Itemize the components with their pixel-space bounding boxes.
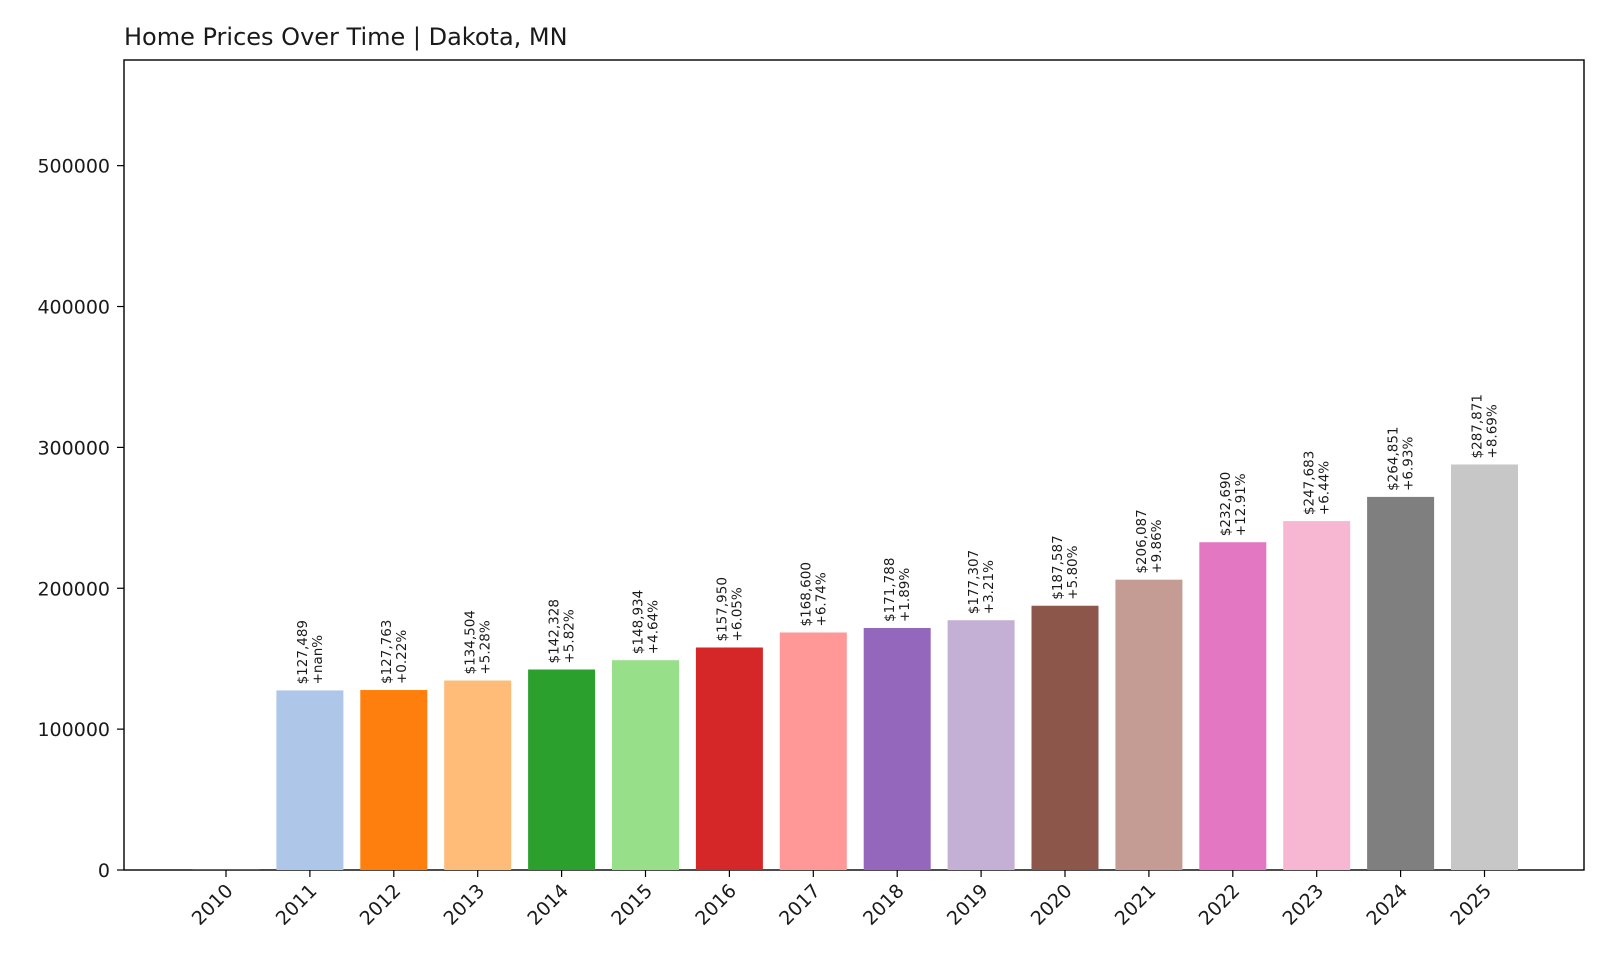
bar-value-label: $127,489: [295, 620, 311, 684]
x-tick-label: 2013: [439, 880, 489, 930]
bar-data-label-2022: $232,690 +12.91%: [1218, 472, 1249, 536]
bar-data-label-2025: $287,871 +8.69%: [1470, 394, 1501, 458]
x-tick-label: 2014: [523, 880, 573, 930]
x-tick-label: 2017: [775, 880, 825, 930]
bar-change-label: +5.80%: [1065, 545, 1081, 599]
bar-value-label: $157,950: [714, 577, 730, 641]
x-tick-label: 2016: [691, 880, 741, 930]
bar-change-label: +6.74%: [813, 572, 829, 626]
bar-value-label: $287,871: [1470, 394, 1486, 458]
bar-data-label-2012: $127,763 +0.22%: [379, 620, 410, 684]
bar-data-label-2023: $247,683 +6.44%: [1302, 451, 1333, 515]
bar-2018: [863, 628, 931, 870]
bar-2025: [1451, 464, 1518, 870]
bar-value-label: $177,307: [966, 550, 982, 614]
bar-data-label-2013: $134,504 +5.28%: [463, 610, 494, 674]
bar-value-label: $206,087: [1134, 509, 1150, 573]
bar-2012: [360, 690, 428, 870]
y-tick-label: 200000: [37, 578, 110, 600]
bar-data-label-2019: $177,307 +3.21%: [966, 550, 997, 614]
bar-2010: [192, 869, 260, 870]
bar-change-label: +5.82%: [562, 609, 578, 663]
x-tick-label: 2020: [1027, 880, 1077, 930]
bar-data-label-2024: $264,851 +6.93%: [1386, 426, 1417, 490]
bar-value-label: $264,851: [1386, 426, 1402, 490]
bar-change-label: +3.21%: [981, 560, 997, 614]
bar-2015: [612, 660, 679, 870]
bar-data-label-2011: $127,489 +nan%: [295, 620, 326, 684]
bar-value-label: $134,504: [463, 610, 479, 674]
bar-2016: [695, 647, 763, 870]
bar-change-label: +5.28%: [478, 620, 494, 674]
x-tick-label: 2021: [1111, 880, 1161, 930]
x-tick-label: 2011: [272, 880, 322, 930]
bar-2024: [1367, 496, 1435, 870]
bar-2021: [1115, 579, 1183, 870]
bar-2022: [1199, 542, 1267, 870]
x-axis: 2010 2011 2012 2013 2014 2015 2016 2017 2018 2019…: [188, 870, 1496, 930]
bars-group: [192, 464, 1518, 870]
x-tick-label: 2025: [1446, 880, 1496, 930]
bar-value-label: $168,600: [798, 562, 814, 626]
bar-change-label: +12.91%: [1233, 473, 1249, 536]
x-tick-label: 2010: [188, 880, 238, 930]
x-tick-label: 2018: [859, 880, 909, 930]
bar-change-label: +4.64%: [646, 600, 662, 654]
y-tick-label: 300000: [37, 437, 110, 459]
x-tick-label: 2022: [1195, 880, 1245, 930]
bar-value-label: $127,763: [379, 620, 395, 684]
bar-data-label-2021: $206,087 +9.86%: [1134, 509, 1165, 573]
bar-data-label-2016: $157,950 +6.05%: [714, 577, 745, 641]
y-tick-label: 400000: [37, 297, 110, 319]
bar-change-label: +9.86%: [1149, 519, 1165, 573]
bar-change-label: +0.22%: [394, 630, 410, 684]
bar-value-label: $232,690: [1218, 472, 1234, 536]
bar-change-label: +6.44%: [1317, 461, 1333, 515]
bar-2014: [528, 669, 596, 870]
x-tick-label: 2024: [1362, 880, 1412, 930]
bar-data-label-2014: $142,328 +5.82%: [547, 599, 578, 663]
bar-change-label: +nan%: [310, 635, 326, 685]
bar-data-label-2018: $171,788 +1.89%: [882, 558, 913, 622]
bar-change-label: +6.93%: [1401, 437, 1417, 491]
bar-change-label: +8.69%: [1485, 404, 1501, 458]
y-tick-label: 500000: [37, 156, 110, 178]
bar-data-label-2015: $148,934 +4.64%: [631, 590, 662, 654]
bar-labels-group: $127,489 +nan% $127,763 +0.22% $134,504 +5.28…: [295, 394, 1501, 684]
x-tick-label: 2023: [1278, 880, 1328, 930]
bar-2019: [947, 620, 1015, 870]
bar-value-label: $247,683: [1302, 451, 1318, 515]
y-axis: 0 100000 200000 300000 400000 500000: [37, 156, 124, 882]
bar-value-label: $148,934: [631, 590, 647, 654]
x-tick-label: 2015: [607, 880, 657, 930]
bar-2017: [779, 632, 847, 870]
bar-2023: [1283, 521, 1351, 870]
bar-value-label: $142,328: [547, 599, 563, 663]
bar-change-label: +6.05%: [729, 587, 745, 641]
plot-area-frame: [123, 59, 1585, 871]
x-tick-label: 2019: [943, 880, 993, 930]
x-tick-label: 2012: [356, 880, 406, 930]
bar-2020: [1031, 605, 1099, 870]
bar-2011: [276, 690, 344, 870]
bar-value-label: $171,788: [882, 558, 898, 622]
y-tick-label: 100000: [37, 719, 110, 741]
bar-value-label: $187,587: [1050, 535, 1066, 599]
bar-2013: [444, 680, 512, 870]
bar-change-label: +1.89%: [897, 568, 913, 622]
y-tick-label: 0: [98, 860, 110, 882]
chart-title: Home Prices Over Time | Dakota, MN: [124, 23, 568, 51]
bar-data-label-2020: $187,587 +5.80%: [1050, 535, 1081, 599]
bar-data-label-2017: $168,600 +6.74%: [798, 562, 829, 626]
